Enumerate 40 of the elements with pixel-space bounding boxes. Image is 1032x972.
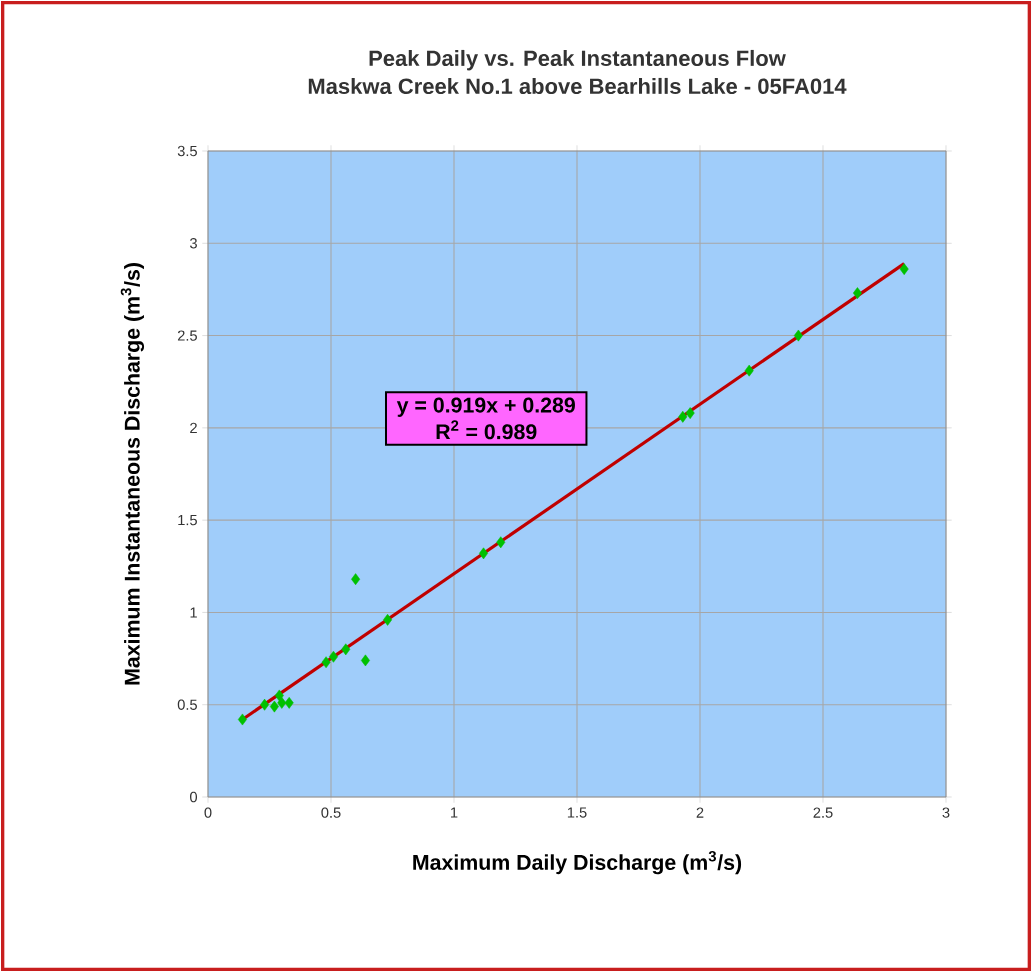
x-tick-label: 0 xyxy=(204,807,212,818)
y-tick-label: 2 xyxy=(190,422,197,433)
chart-title: Peak Daily vs. Peak Instantaneous Flow xyxy=(369,49,786,71)
point xyxy=(383,613,393,626)
point xyxy=(269,700,279,713)
x-tick-label: 2 xyxy=(696,807,704,818)
x-axis-title: Maximum Daily Discharge (m$^{3}$/s) xyxy=(413,850,742,875)
y-tick-label: 0.5 xyxy=(177,699,197,710)
point xyxy=(685,407,695,419)
point xyxy=(678,410,688,423)
y-tick-label: 3.5 xyxy=(177,145,197,157)
y-tick-label: 2.5 xyxy=(177,330,197,341)
point xyxy=(328,650,338,663)
point xyxy=(360,654,370,667)
point xyxy=(321,656,331,669)
y-axis-title: Maximum Instantaneous Discharge (m$^{3}$/s) xyxy=(120,263,145,685)
y-tick-label: 3 xyxy=(190,238,197,249)
y-tick-label: 0 xyxy=(190,791,198,803)
point xyxy=(496,536,506,549)
point xyxy=(260,698,270,711)
point xyxy=(237,713,247,726)
point xyxy=(793,329,803,342)
point xyxy=(744,364,754,377)
point xyxy=(899,263,909,275)
point xyxy=(277,697,287,709)
x-tick-label: 2.5 xyxy=(813,807,833,818)
x-tick-label: 1.5 xyxy=(567,807,587,818)
y-tick-label: 1.5 xyxy=(178,515,197,526)
point xyxy=(341,643,351,656)
point xyxy=(274,689,284,702)
point xyxy=(284,697,294,709)
annotation: R$^{2}$ = 0.989 xyxy=(436,420,537,440)
y-tick-label: 1 xyxy=(190,607,197,618)
x-tick-label: 0.5 xyxy=(321,807,341,818)
point xyxy=(852,287,862,299)
chart-subtitle: Maskwa Creek No.1 above Bearhills Lake - 05FA014 xyxy=(308,77,847,95)
point xyxy=(351,573,361,586)
annotation: y = 0.919x + 0.289 xyxy=(396,397,575,417)
x-tick-label: 1 xyxy=(451,807,458,818)
x-tick-label: 3 xyxy=(942,807,950,818)
